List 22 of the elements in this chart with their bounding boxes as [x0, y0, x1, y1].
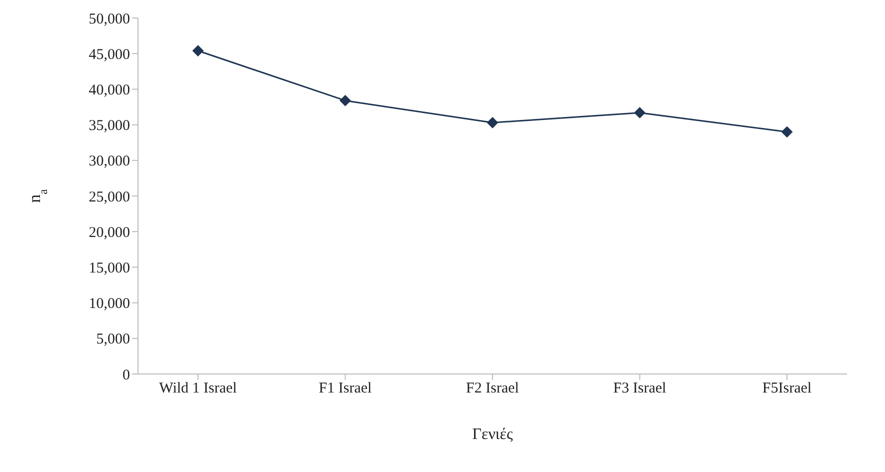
point [192, 45, 204, 56]
y-tick-label: 45,000 [88, 46, 130, 63]
y-tick-label: 50,000 [88, 11, 130, 28]
point [487, 117, 498, 128]
point [782, 126, 792, 138]
y-tick-label: 30,000 [88, 154, 130, 170]
y-tick-label: 40,000 [88, 82, 130, 99]
y-tick-label: 0 [122, 367, 130, 384]
y-tick-label: 5,000 [96, 332, 130, 348]
x-tick-label: F2 Israel [466, 380, 519, 397]
x-tick-label: F5Israel [762, 380, 812, 397]
y-tick-label: 15,000 [88, 260, 130, 277]
y-tick-label: 25,000 [88, 189, 130, 206]
x-tick-label: F1 Israel [318, 380, 372, 397]
y-tick-label: 35,000 [88, 118, 130, 134]
x-tick-label: Wild 1 Israel [159, 380, 237, 397]
y-tick-label: 10,000 [88, 296, 130, 312]
x-axis-title: Γενιές [472, 426, 514, 443]
y-tick-label: 20,000 [88, 224, 130, 241]
point [340, 95, 351, 106]
x-tick-label: F3 Israel [613, 380, 666, 397]
point [634, 107, 646, 118]
